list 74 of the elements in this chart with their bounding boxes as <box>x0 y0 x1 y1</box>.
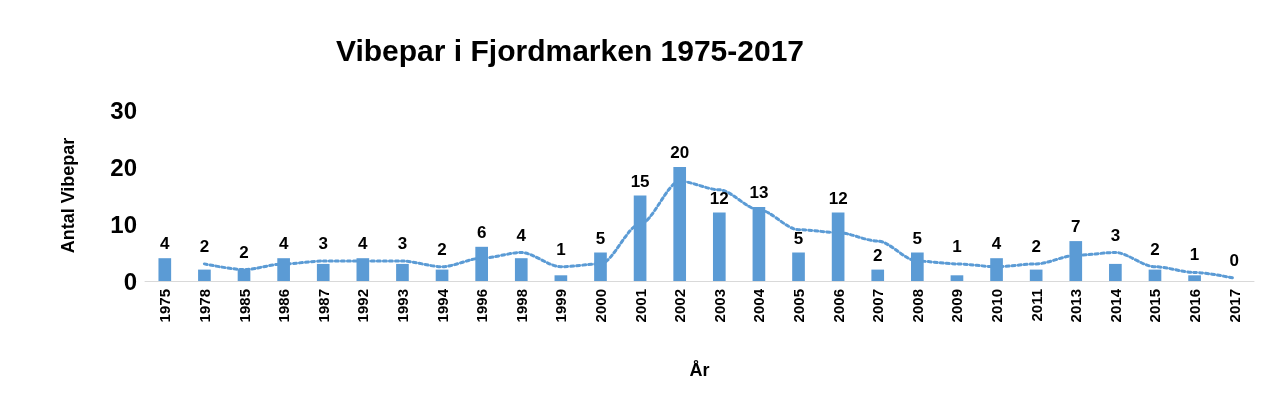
x-tick-label: 1992 <box>354 289 372 323</box>
bar <box>712 212 726 281</box>
data-label: 12 <box>709 188 729 208</box>
data-label: 4 <box>358 234 369 254</box>
x-tick-label: 2004 <box>750 288 768 323</box>
bar <box>1029 269 1043 281</box>
data-label: 5 <box>595 228 606 248</box>
x-tick-label: 1999 <box>552 289 570 323</box>
x-tick-label: 2005 <box>790 289 808 323</box>
x-tick-label: 2009 <box>948 289 966 323</box>
data-label: 2 <box>1150 239 1160 259</box>
data-label: 12 <box>828 188 848 208</box>
data-label: 4 <box>516 225 527 245</box>
bar <box>198 269 211 281</box>
x-tick-label: 2001 <box>631 289 649 323</box>
data-label: 4 <box>278 234 289 254</box>
data-label: 15 <box>630 171 650 191</box>
x-tick-label: 2011 <box>1027 289 1045 322</box>
bar <box>950 275 964 281</box>
data-label: 7 <box>1071 217 1081 237</box>
x-tick-label: 1978 <box>195 289 213 323</box>
x-tick-label: 1994 <box>433 288 451 323</box>
data-label: 1 <box>1189 245 1200 265</box>
data-label: 3 <box>397 234 408 254</box>
data-label: 5 <box>793 228 804 248</box>
x-tick-label: 1996 <box>473 289 491 323</box>
x-tick-label: 2015 <box>1146 289 1164 323</box>
data-label: 2 <box>873 245 883 265</box>
bar <box>158 258 172 281</box>
x-tick-label: 2010 <box>988 289 1006 323</box>
x-tick-label: 2017 <box>1225 289 1243 323</box>
chart-title: Vibepar i Fjordmarken 1975-2017 <box>335 33 805 67</box>
data-label: 3 <box>318 234 328 254</box>
y-tick-label: 20 <box>110 153 137 181</box>
x-tick-label: 2008 <box>908 289 926 323</box>
data-label: 2 <box>437 239 447 259</box>
x-tick-label: 2016 <box>1186 289 1204 323</box>
data-label: 6 <box>476 222 487 242</box>
data-label: 13 <box>749 182 769 202</box>
bar <box>554 275 568 281</box>
x-tick-label: 1985 <box>235 289 253 323</box>
bar <box>1109 263 1122 281</box>
y-axis-title: Antal Vibepar <box>58 137 78 254</box>
bar <box>514 258 528 281</box>
x-axis-title: År <box>689 360 710 380</box>
x-tick-label: 2003 <box>710 289 728 323</box>
data-label: 2 <box>199 236 210 256</box>
x-tick-label: 1975 <box>156 289 174 323</box>
x-tick-label: 1998 <box>512 289 530 323</box>
data-label: 2 <box>1031 236 1041 256</box>
x-tick-label: 2002 <box>671 289 689 323</box>
x-tick-label: 2000 <box>591 289 609 323</box>
data-label: 20 <box>670 143 690 162</box>
x-tick-label: 2006 <box>829 289 847 323</box>
data-label: 0 <box>1229 251 1239 271</box>
data-label: 1 <box>556 239 566 259</box>
y-tick-label: 30 <box>110 96 137 124</box>
x-tick-label: 2014 <box>1106 288 1124 323</box>
bar <box>871 269 885 281</box>
y-tick-label: 10 <box>110 210 137 238</box>
x-tick-label: 1993 <box>393 289 411 323</box>
x-tick-label: 1986 <box>275 289 293 323</box>
x-tick-label: 2013 <box>1067 289 1085 323</box>
data-label: 3 <box>1110 225 1121 245</box>
x-tick-label: 1987 <box>314 289 332 323</box>
data-label: 5 <box>912 228 923 248</box>
data-label: 4 <box>991 234 1002 254</box>
x-tick-label: 2007 <box>869 289 887 323</box>
data-label: 2 <box>239 242 249 262</box>
y-tick-label: 0 <box>123 267 137 295</box>
data-label: 1 <box>952 236 962 256</box>
data-label: 4 <box>160 234 171 254</box>
bar <box>792 252 805 281</box>
bar <box>435 269 449 281</box>
